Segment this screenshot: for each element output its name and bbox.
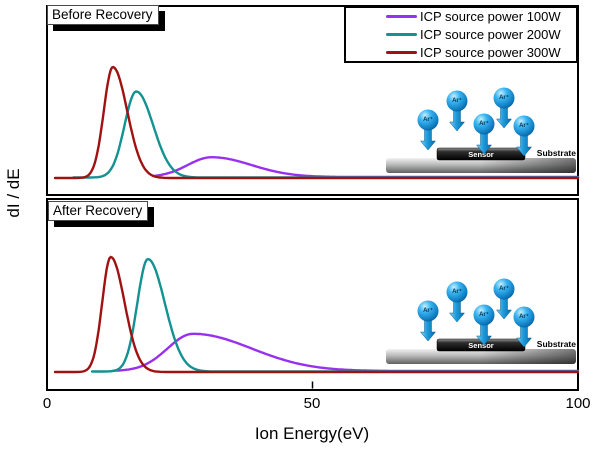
argon-ion-sphere-icon [446, 90, 468, 112]
legend-label-300w: ICP source power 300W [420, 44, 561, 60]
x-tick-label-100: 100 [565, 395, 591, 412]
ion-arrow-down-icon [475, 131, 493, 155]
panel-before-border [46, 5, 579, 196]
argon-ion-sphere-icon [417, 300, 439, 322]
sputtering-insets: Sensor Substrate Ar⁺ Ar⁺ Ar⁺ Ar⁺ Ar⁺ Sensor Subs… [386, 87, 576, 364]
x-tick-label-0: 0 [42, 395, 52, 412]
ion-arrow-down-icon [515, 133, 533, 157]
substrate-label: Substrate [537, 148, 576, 158]
argon-ion-label: Ar⁺ [519, 122, 529, 129]
x-tick-label-50: 50 [303, 395, 321, 412]
legend-line-300w-icon [386, 50, 417, 54]
argon-ion-label: Ar⁺ [479, 311, 489, 318]
y-axis-title: dI / dE [4, 168, 23, 218]
argon-ion-sphere-icon [473, 113, 495, 135]
argon-ion-sphere-icon [473, 304, 495, 326]
argon-ion-sphere-icon [513, 115, 535, 137]
curve-icp-source-power-300w [53, 65, 580, 180]
panel-label-before-recovery: Before Recovery [47, 5, 159, 25]
panel-after-border [46, 198, 579, 391]
legend-line-100w-icon [386, 15, 417, 19]
substrate-label: Substrate [537, 339, 576, 349]
argon-ion-sphere-icon [493, 278, 515, 300]
argon-ion-label: Ar⁺ [499, 285, 509, 292]
inset-after-recovery: Sensor Substrate Ar⁺ Ar⁺ Ar⁺ Ar⁺ Ar⁺ [386, 278, 576, 364]
argon-ion-sphere-icon [417, 109, 439, 131]
argon-ion-label: Ar⁺ [423, 307, 433, 314]
ion-arrow-down-icon [475, 322, 493, 346]
ion-arrow-down-icon [448, 108, 466, 132]
curve-icp-source-power-300w [53, 255, 580, 374]
argon-ion-sphere-icon [493, 87, 515, 109]
argon-ion-label: Ar⁺ [479, 120, 489, 127]
ion-arrow-down-icon [419, 127, 437, 151]
legend-line-200w-icon [386, 33, 417, 36]
curves-after-recovery [53, 255, 580, 374]
ion-arrow-down-icon [515, 324, 533, 348]
ion-arrow-down-icon [448, 299, 466, 323]
ion-arrow-down-icon [495, 105, 513, 129]
legend-label-200w: ICP source power 200W [420, 27, 561, 42]
argon-ion-label: Ar⁺ [423, 116, 433, 123]
ion-arrow-down-icon [495, 296, 513, 320]
argon-ion-label: Ar⁺ [452, 97, 462, 104]
x-axis-title: Ion Energy(eV) [254, 424, 370, 443]
substrate-bar-shade [480, 349, 576, 364]
legend-entry-100w: ICP source power 100W [386, 8, 576, 26]
legend: ICP source power 100W ICP source power 2… [344, 6, 578, 63]
argon-ion-label: Ar⁺ [519, 313, 529, 320]
ion-arrow-down-icon [419, 318, 437, 342]
panel-label-after-recovery: After Recovery [48, 201, 149, 221]
sensor-label: Sensor [468, 150, 494, 159]
substrate-bar-shade [480, 158, 576, 173]
argon-ion-label: Ar⁺ [452, 288, 462, 295]
argon-ion-label: Ar⁺ [499, 94, 509, 101]
inset-before-recovery: Sensor Substrate Ar⁺ Ar⁺ Ar⁺ Ar⁺ Ar⁺ [386, 87, 576, 173]
sensor-label: Sensor [468, 341, 494, 350]
curves-before-recovery [53, 65, 580, 180]
x-axis-ticks [46, 381, 579, 389]
legend-label-100w: ICP source power 100W [420, 9, 561, 25]
argon-ion-sphere-icon [446, 281, 468, 303]
argon-ion-sphere-icon [513, 306, 535, 328]
legend-entry-200w: ICP source power 200W [386, 26, 576, 44]
legend-entry-300w: ICP source power 300W [386, 43, 576, 61]
